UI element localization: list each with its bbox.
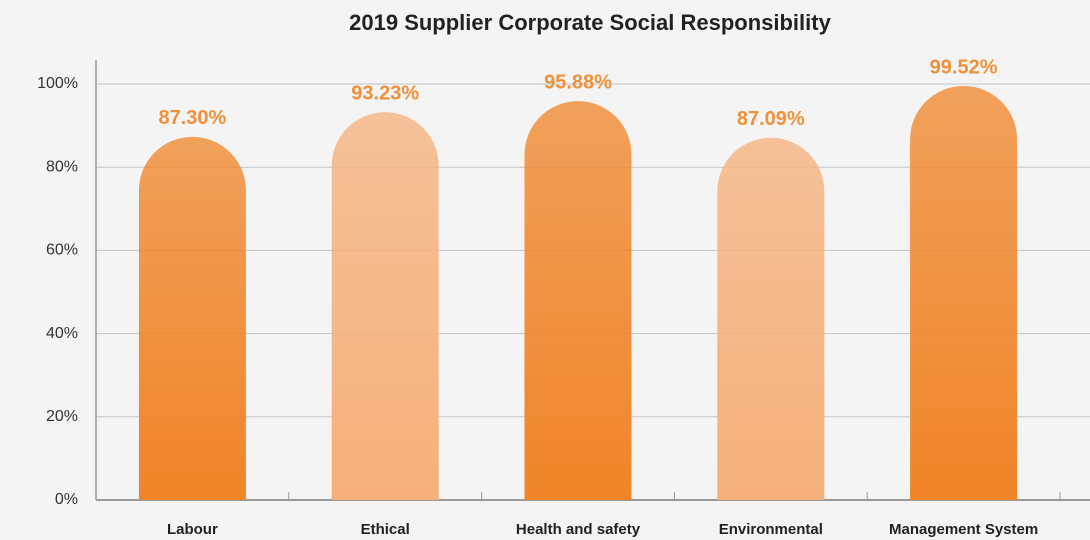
y-tick-label: 0% [55, 491, 78, 508]
bar [524, 101, 632, 500]
bar [717, 137, 825, 501]
y-tick-label: 40% [46, 325, 78, 342]
x-tick-label: Labour [167, 521, 218, 538]
y-tick-label: 60% [46, 242, 78, 259]
chart-title: 2019 Supplier Corporate Social Responsib… [349, 10, 831, 35]
y-tick-label: 80% [46, 158, 78, 175]
bar [910, 85, 1018, 500]
value-label: 87.30% [158, 107, 226, 129]
y-tick-label: 100% [37, 75, 78, 92]
x-tick-label: Management System [889, 521, 1038, 538]
x-tick-label: Environmental [719, 521, 823, 538]
y-tick-label: 20% [46, 408, 78, 425]
x-tick-label: Health and safety [516, 521, 641, 538]
bar [138, 136, 246, 500]
value-label: 87.09% [737, 108, 805, 130]
value-label: 99.52% [930, 56, 998, 78]
value-label: 95.88% [544, 71, 612, 93]
x-tick-label: Ethical [361, 521, 410, 538]
bar [331, 112, 439, 500]
value-label: 93.23% [351, 82, 419, 104]
